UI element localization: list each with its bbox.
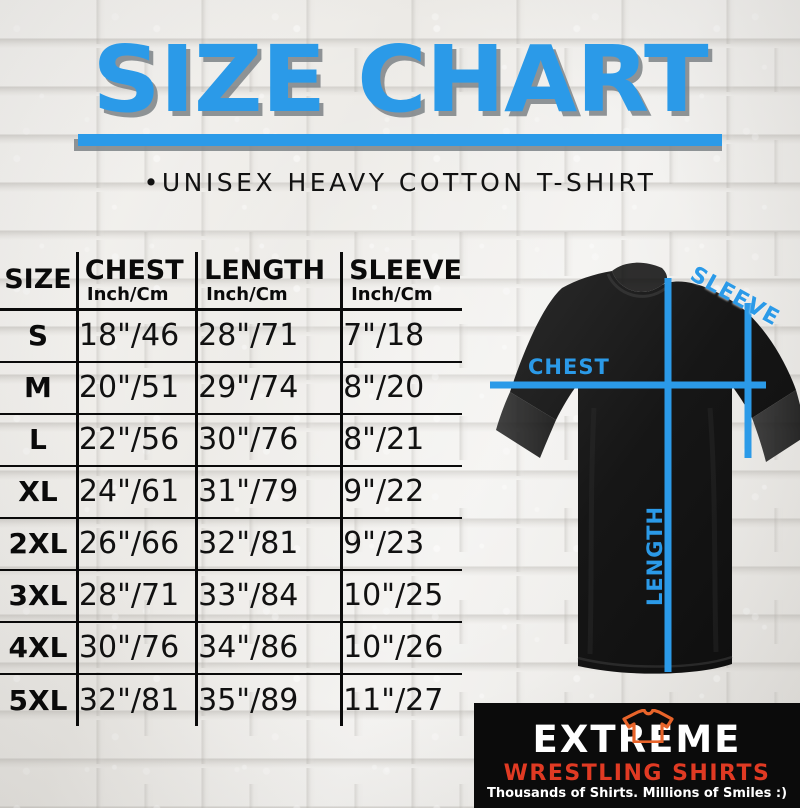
- cell-length: 35"/89: [196, 673, 344, 726]
- cell-size: S: [0, 309, 79, 363]
- cell-size: L: [0, 413, 79, 467]
- title-underline: [78, 134, 722, 146]
- brand-logo[interactable]: EXTREME WRESTLING SHIRTS Thousands of Sh…: [474, 703, 800, 808]
- column-header-size: SIZE: [0, 252, 79, 311]
- table-header: SIZE CHEST Inch/Cm LENGTH Inch/Cm SLEEVE…: [0, 252, 462, 311]
- cell-chest: 30"/76: [77, 621, 199, 675]
- cell-length: 32"/81: [196, 517, 344, 571]
- table-row: XL 24"/61 31"/79 9"/22: [0, 465, 462, 519]
- cell-sleeve: 11"/27: [343, 682, 444, 718]
- column-header-chest-units: Inch/Cm: [86, 283, 169, 305]
- cell-length: 33"/84: [196, 569, 344, 623]
- cell-sleeve: 10"/26: [341, 621, 462, 675]
- table-row: 2XL 26"/66 32"/81 9"/23: [0, 517, 462, 571]
- cell-chest: 24"/61: [77, 465, 199, 519]
- tshirt-body: [496, 262, 800, 674]
- table-body: S 18"/46 28"/71 7"/18 M 20"/51 29"/74 8"/20 L 22"…: [0, 309, 462, 726]
- cell-size: 2XL: [0, 517, 79, 571]
- cell-chest: 28"/71: [77, 569, 199, 623]
- cell-sleeve: 8"/20: [341, 361, 462, 415]
- cell-sleeve: 8"/21: [341, 413, 462, 467]
- page-subtitle: •UNISEX HEAVY COTTON T-SHIRT: [143, 168, 657, 197]
- table-row: 5XL 32"/81 35"/89 11"/27: [0, 673, 462, 726]
- cell-length: 34"/86: [196, 621, 344, 675]
- title-underline-bar: [0, 130, 800, 152]
- length-label: LENGTH: [643, 506, 667, 606]
- column-header-length-units: Inch/Cm: [206, 283, 288, 305]
- table-row: 3XL 28"/71 33"/84 10"/25: [0, 569, 462, 623]
- table-row: M 20"/51 29"/74 8"/20: [0, 361, 462, 415]
- page-title: SIZE CHART: [92, 26, 708, 133]
- cell-size: 4XL: [0, 621, 79, 675]
- column-header-chest-label: CHEST: [84, 254, 184, 286]
- table-row: 4XL 30"/76 34"/86 10"/26: [0, 621, 462, 675]
- column-header-chest: CHEST Inch/Cm: [77, 252, 199, 311]
- column-header-sleeve-units: Inch/Cm: [351, 283, 433, 305]
- cell-chest: 32"/81: [77, 673, 199, 726]
- cell-size: 3XL: [0, 569, 79, 623]
- logo-tagline: Thousands of Shirts. Millions of Smiles …: [486, 786, 788, 801]
- table-row: L 22"/56 30"/76 8"/21: [0, 413, 462, 467]
- column-header-sleeve: SLEEVE Inch/Cm: [341, 252, 462, 311]
- tshirt-illustration: CHEST LENGTH: [466, 258, 800, 688]
- cell-chest: 26"/66: [77, 517, 199, 571]
- size-chart-table: SIZE CHEST Inch/Cm LENGTH Inch/Cm SLEEVE…: [0, 252, 462, 726]
- column-header-length: LENGTH Inch/Cm: [196, 252, 344, 311]
- cell-chest: 20"/51: [77, 361, 199, 415]
- header-block: SIZE CHART •UNISEX HEAVY COTTON T-SHIRT: [0, 34, 800, 197]
- cell-sleeve: 7"/18: [341, 309, 462, 363]
- cell-length: 30"/76: [196, 413, 344, 467]
- cell-size: XL: [0, 465, 79, 519]
- logo-subbrand-text: WRESTLING SHIRTS: [503, 761, 771, 786]
- logo-brand-text: EXTREME: [532, 718, 742, 761]
- cell-size: M: [0, 361, 79, 415]
- column-header-length-label: LENGTH: [204, 254, 326, 286]
- cell-sleeve: 10"/25: [341, 569, 462, 623]
- cell-length: 31"/79: [196, 465, 344, 519]
- column-header-size-label: SIZE: [4, 264, 72, 295]
- table-row: S 18"/46 28"/71 7"/18: [0, 309, 462, 363]
- cell-length: 28"/71: [196, 309, 344, 363]
- cell-size: 5XL: [0, 673, 79, 726]
- column-header-sleeve-label: SLEEVE: [349, 254, 462, 286]
- table-header-row: SIZE CHEST Inch/Cm LENGTH Inch/Cm SLEEVE…: [0, 252, 462, 311]
- tshirt-svg: CHEST LENGTH: [490, 262, 800, 674]
- tshirt-icon: [622, 709, 674, 743]
- cell-sleeve: 9"/23: [341, 517, 462, 571]
- chest-label: CHEST: [528, 355, 610, 379]
- cell-chest: 18"/46: [77, 309, 199, 363]
- cell-chest: 22"/56: [77, 413, 199, 467]
- measure-lines: [490, 278, 766, 672]
- cell-sleeve: 9"/22: [341, 465, 462, 519]
- cell-length: 29"/74: [196, 361, 344, 415]
